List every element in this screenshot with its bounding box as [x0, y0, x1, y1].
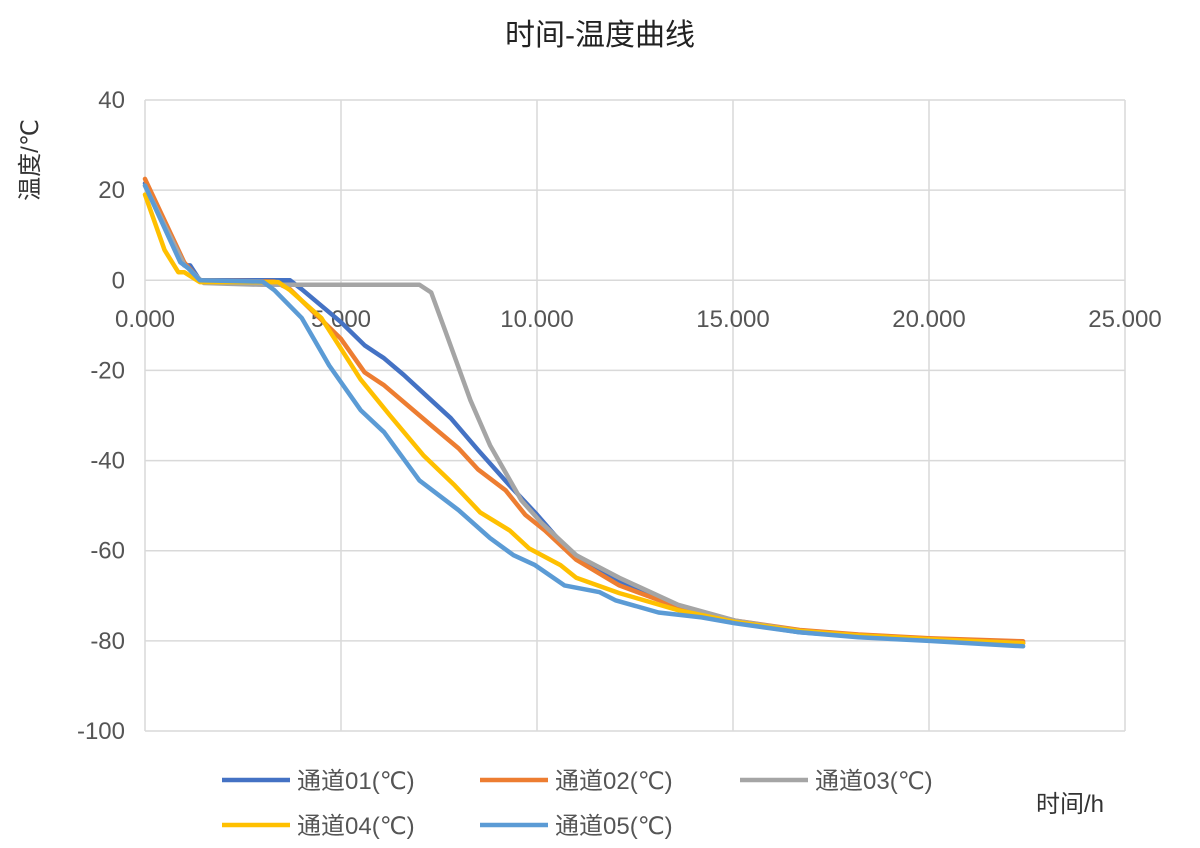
y-tick-label: -80	[90, 628, 125, 655]
x-tick-label: 25.000	[1088, 306, 1161, 333]
legend-label-2: 通道02(℃)	[555, 768, 673, 795]
series-line-2	[142, 176, 1026, 644]
legend-label-5: 通道05(℃)	[555, 813, 673, 840]
x-tick-label: 15.000	[696, 306, 769, 333]
series-line-1	[142, 181, 1026, 646]
y-tick-label: 40	[98, 87, 125, 114]
x-axis-label: 时间/h	[1036, 791, 1104, 818]
series-line-5	[142, 183, 1026, 649]
y-tick-label: 0	[112, 267, 125, 294]
series-line-4	[142, 192, 1026, 646]
x-tick-label: 0.000	[115, 306, 175, 333]
legend: 通道01(℃) 通道02(℃) 通道03(℃) 通道04(℃) 通道05(℃)	[222, 768, 933, 840]
chart-title: 时间-温度曲线	[505, 19, 695, 52]
legend-label-1: 通道01(℃)	[297, 768, 415, 795]
y-axis-label: 温度/℃	[17, 119, 44, 201]
y-tick-label: -60	[90, 538, 125, 565]
x-tick-label: 10.000	[500, 306, 573, 333]
y-tick-label: -100	[77, 718, 125, 745]
y-tick-label: 20	[98, 177, 125, 204]
x-tick-label: 20.000	[892, 306, 965, 333]
legend-label-3: 通道03(℃)	[815, 768, 933, 795]
series-line-3	[142, 183, 1026, 646]
y-tick-label: -20	[90, 357, 125, 384]
y-tick-label: -40	[90, 448, 125, 475]
legend-label-4: 通道04(℃)	[297, 813, 415, 840]
